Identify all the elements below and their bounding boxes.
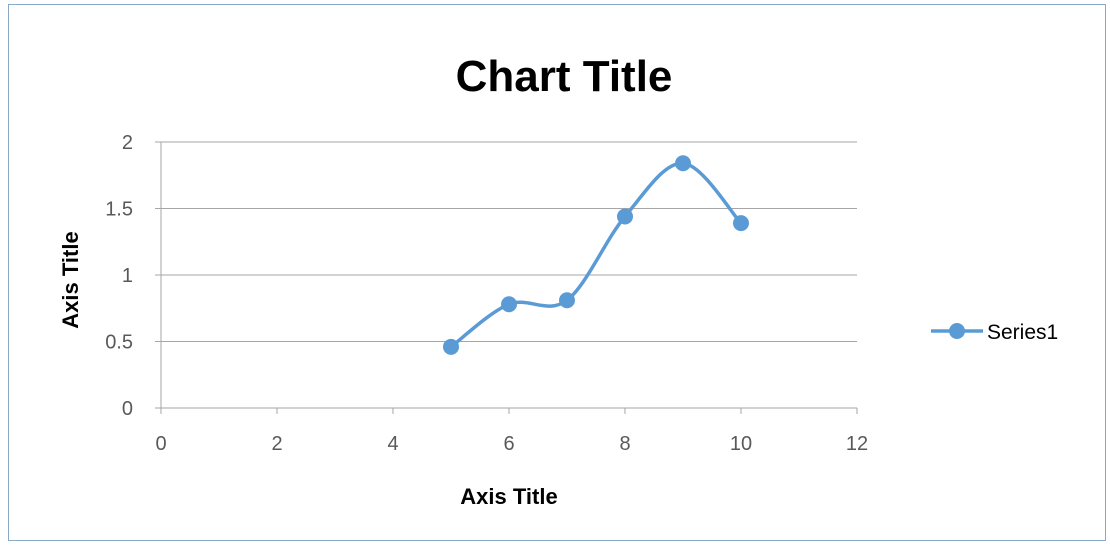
x-tick-label: 4 bbox=[387, 433, 398, 455]
x-tick-label: 8 bbox=[619, 433, 630, 455]
data-point bbox=[443, 338, 459, 355]
y-axis-title: Axis Title bbox=[58, 231, 83, 328]
x-tick-label: 12 bbox=[846, 433, 868, 455]
chart-frame: Chart Title 0 0.5 1 1.5 2 0 2 4 6 8 10 12 Axis Titl… bbox=[8, 4, 1106, 541]
legend: Series1 bbox=[931, 321, 1058, 344]
y-tick-label: 2 bbox=[122, 132, 133, 154]
y-tick-label: 1 bbox=[122, 265, 133, 287]
data-point bbox=[733, 215, 749, 232]
chart-title: Chart Title bbox=[456, 52, 673, 101]
data-point bbox=[675, 155, 691, 172]
legend-label: Series1 bbox=[987, 321, 1058, 344]
x-tick-label: 2 bbox=[271, 433, 282, 455]
y-tick-label: 0 bbox=[122, 398, 133, 420]
x-tick-label: 0 bbox=[155, 433, 166, 455]
data-point bbox=[501, 296, 517, 313]
gridlines bbox=[161, 141, 857, 342]
y-tick-label: 1.5 bbox=[105, 199, 133, 221]
x-tick-label: 6 bbox=[503, 433, 514, 455]
y-tick-label: 0.5 bbox=[105, 332, 133, 354]
series-layer bbox=[443, 155, 749, 355]
series-line bbox=[449, 161, 743, 349]
tick-labels: 0 0.5 1 1.5 2 0 2 4 6 8 10 12 bbox=[105, 132, 868, 455]
data-point bbox=[617, 208, 633, 225]
x-axis-title: Axis Title bbox=[460, 484, 557, 509]
x-tick-label: 10 bbox=[730, 433, 752, 455]
data-point bbox=[559, 292, 575, 309]
line-chart: Chart Title 0 0.5 1 1.5 2 0 2 4 6 8 10 12 Axis Titl… bbox=[58, 52, 1058, 509]
legend-marker bbox=[949, 323, 965, 339]
axes bbox=[155, 141, 858, 414]
